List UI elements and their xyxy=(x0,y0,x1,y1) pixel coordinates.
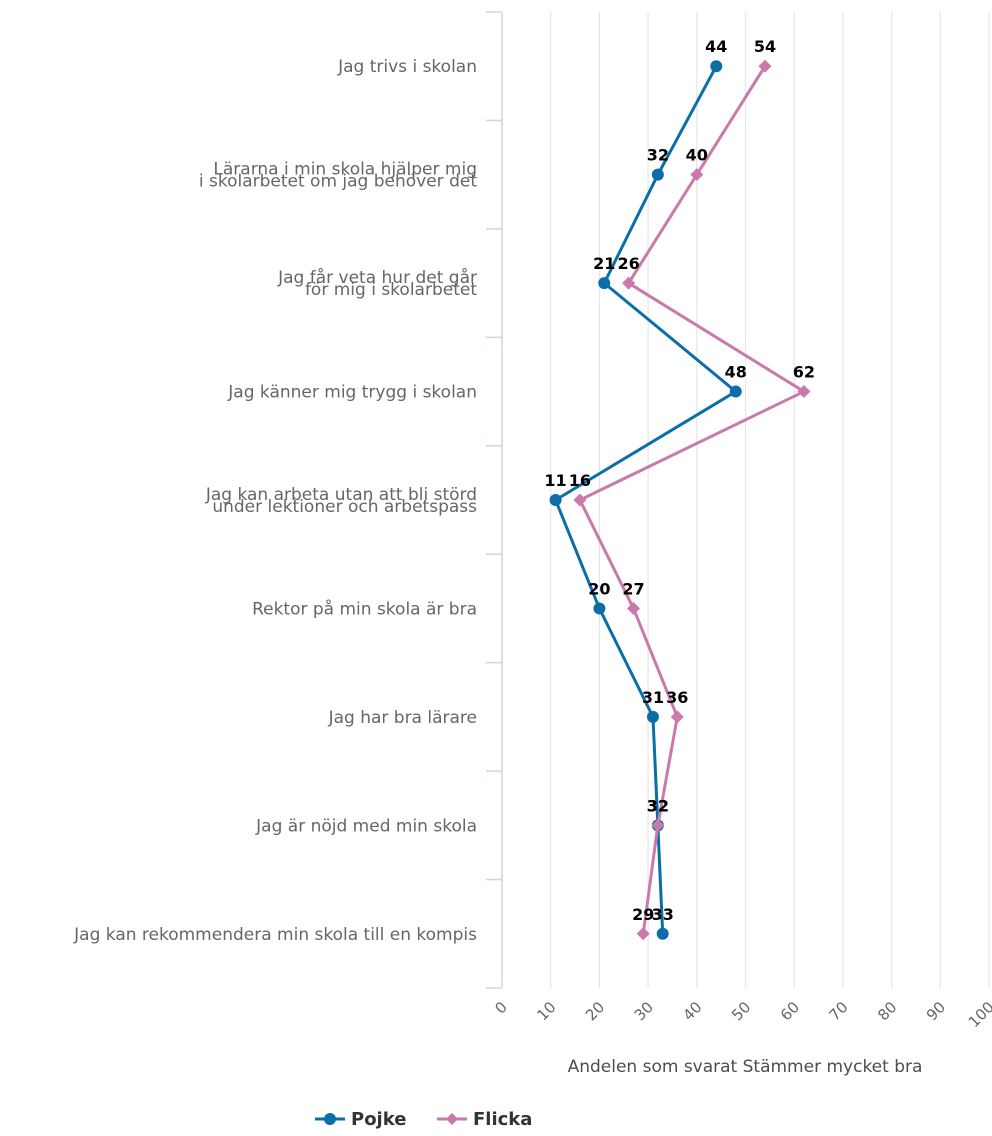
value-axis-title: Andelen som svarat Stämmer mycket bra xyxy=(568,1057,923,1077)
data-label-pojke: 20 xyxy=(588,579,610,598)
data-label-flicka: 27 xyxy=(622,579,644,598)
value-tick-label: 60 xyxy=(777,998,803,1024)
category-axis xyxy=(486,11,503,989)
data-label-pojke: 32 xyxy=(647,146,669,165)
category-label: för mig i skolarbetet xyxy=(305,280,477,300)
data-point-flicka[interactable] xyxy=(573,493,587,507)
data-label-flicka: 40 xyxy=(686,146,708,165)
data-label-pojke: 11 xyxy=(544,471,566,490)
value-tick-label: 40 xyxy=(679,998,705,1024)
data-label-pojke: 21 xyxy=(593,254,615,273)
data-label-flicka: 62 xyxy=(793,363,815,382)
data-point-flicka[interactable] xyxy=(758,59,772,73)
value-tick-label: 90 xyxy=(923,998,949,1024)
value-axis-ticks: 0 10 20 30 40 50 60 70 80 90 100 xyxy=(491,998,992,1031)
category-label: Jag får veta hur det går xyxy=(277,267,477,288)
data-label-pojke: 33 xyxy=(652,905,674,924)
data-point-pojke[interactable] xyxy=(646,710,659,723)
category-label: Lärarna i min skola hjälper mig xyxy=(213,160,477,180)
data-point-flicka[interactable] xyxy=(690,168,704,182)
category-label: Rektor på min skola är bra xyxy=(252,598,477,619)
data-point-flicka[interactable] xyxy=(797,385,811,399)
legend-label: Flicka xyxy=(473,1109,532,1130)
data-point-pojke[interactable] xyxy=(598,277,611,290)
data-point-flicka[interactable] xyxy=(670,710,684,724)
data-label-pojke: 48 xyxy=(725,363,747,382)
data-point-pojke[interactable] xyxy=(549,494,562,506)
data-label-pojke: 44 xyxy=(705,37,727,56)
series-line-flicka xyxy=(578,65,806,934)
category-label: i skolarbetet om jag behöver det xyxy=(199,172,477,192)
data-point-pojke[interactable] xyxy=(593,602,606,615)
data-point-flicka[interactable] xyxy=(626,601,640,615)
data-label-pojke: 31 xyxy=(642,688,664,707)
category-label: Jag kan rekommendera min skola till en k… xyxy=(73,925,477,945)
category-label: Jag har bra lärare xyxy=(328,708,477,728)
data-label-flicka: 32 xyxy=(647,796,669,815)
legend-marker xyxy=(446,1113,458,1125)
category-label: Jag är nöjd med min skola xyxy=(255,816,477,836)
category-label: Jag kan arbeta utan att bli störd xyxy=(205,485,477,505)
series-layer xyxy=(549,59,811,941)
data-label-flicka: 26 xyxy=(617,254,639,273)
data-point-pojke[interactable] xyxy=(656,927,669,940)
value-tick-label: 0 xyxy=(491,998,510,1017)
legend: Pojke Flicka xyxy=(315,1109,532,1130)
category-label: Jag känner mig trygg i skolan xyxy=(227,383,477,403)
value-tick-label: 10 xyxy=(533,998,559,1024)
value-tick-label: 70 xyxy=(825,998,851,1024)
category-labels: Jag trivs i skolan Lärarna i min skola hj… xyxy=(73,57,477,945)
data-label-flicka: 36 xyxy=(666,688,688,707)
data-point-flicka[interactable] xyxy=(636,927,650,941)
category-label: Jag trivs i skolan xyxy=(337,57,477,77)
legend-item-pojke[interactable]: Pojke xyxy=(315,1109,406,1130)
legend-marker xyxy=(324,1113,336,1125)
data-label-pojke: 32 xyxy=(647,796,669,815)
value-tick-label: 100 xyxy=(965,998,992,1031)
data-label-flicka: 29 xyxy=(632,905,654,924)
data-point-pojke[interactable] xyxy=(710,60,723,73)
data-label-flicka: 16 xyxy=(569,471,591,490)
data-label-flicka: 54 xyxy=(754,37,776,56)
data-point-pojke[interactable] xyxy=(729,385,742,398)
category-label: under lektioner och arbetspass xyxy=(212,497,477,517)
value-tick-label: 80 xyxy=(874,998,900,1024)
value-tick-label: 30 xyxy=(631,998,657,1024)
legend-item-flicka[interactable]: Flicka xyxy=(437,1109,532,1130)
data-point-flicka[interactable] xyxy=(651,818,665,832)
grid-lines xyxy=(550,12,990,988)
value-tick-label: 20 xyxy=(582,998,608,1024)
legend-label: Pojke xyxy=(351,1109,406,1130)
data-point-flicka[interactable] xyxy=(622,276,636,290)
value-tick-label: 50 xyxy=(728,998,754,1024)
data-point-pojke[interactable] xyxy=(651,168,664,181)
